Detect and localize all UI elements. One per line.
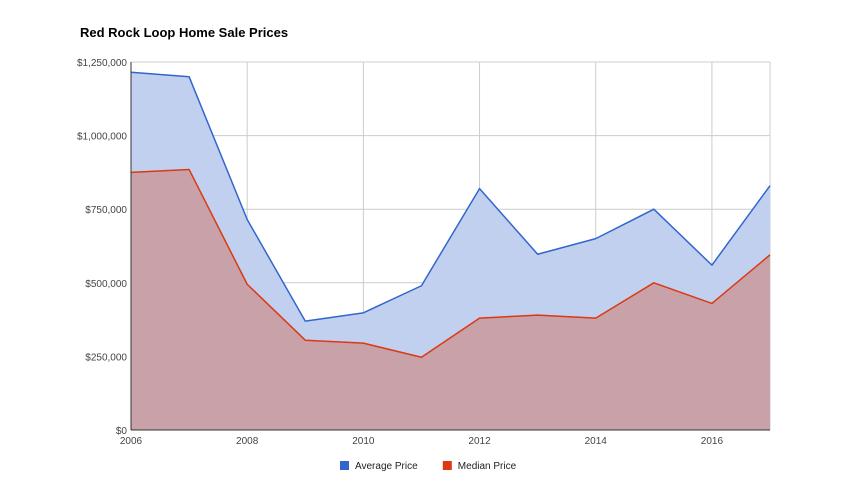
legend: Average Price Median Price bbox=[340, 461, 517, 472]
chart-title: Red Rock Loop Home Sale Prices bbox=[80, 25, 288, 40]
legend-label: Average Price bbox=[355, 461, 418, 472]
y-tick-label: $500,000 bbox=[85, 279, 127, 290]
x-axis-tick-labels: 2006 2008 2010 2012 2014 2016 bbox=[120, 436, 724, 447]
legend-swatch bbox=[442, 461, 452, 470]
y-tick-label: $1,250,000 bbox=[77, 58, 127, 69]
series-lines bbox=[130, 71, 771, 359]
series-line-average-price bbox=[130, 71, 771, 322]
legend-swatch bbox=[340, 461, 349, 470]
y-axis-tick-labels: $0 $250,000 $500,000 $750,000 $1,000,000 $1,2… bbox=[77, 58, 127, 437]
y-tick-label: $750,000 bbox=[85, 205, 127, 216]
series-areas bbox=[131, 72, 770, 430]
x-tick-label: 2006 bbox=[120, 436, 143, 447]
x-tick-label: 2008 bbox=[236, 436, 259, 447]
x-tick-label: 2012 bbox=[468, 436, 491, 447]
legend-label: Median Price bbox=[458, 461, 517, 472]
x-tick-label: 2010 bbox=[352, 436, 375, 447]
x-tick-label: 2014 bbox=[585, 436, 608, 447]
y-tick-label: $1,000,000 bbox=[77, 132, 127, 143]
x-tick-label: 2016 bbox=[701, 436, 724, 447]
series-area-median-price bbox=[131, 169, 770, 430]
axes bbox=[130, 62, 770, 431]
y-tick-label: $250,000 bbox=[85, 352, 127, 363]
y-tick-label: $0 bbox=[116, 426, 128, 437]
series-line-median-price bbox=[130, 168, 771, 359]
legend-item-average-price[interactable]: Average Price bbox=[340, 461, 418, 472]
legend-item-median-price[interactable]: Median Price bbox=[442, 461, 517, 472]
